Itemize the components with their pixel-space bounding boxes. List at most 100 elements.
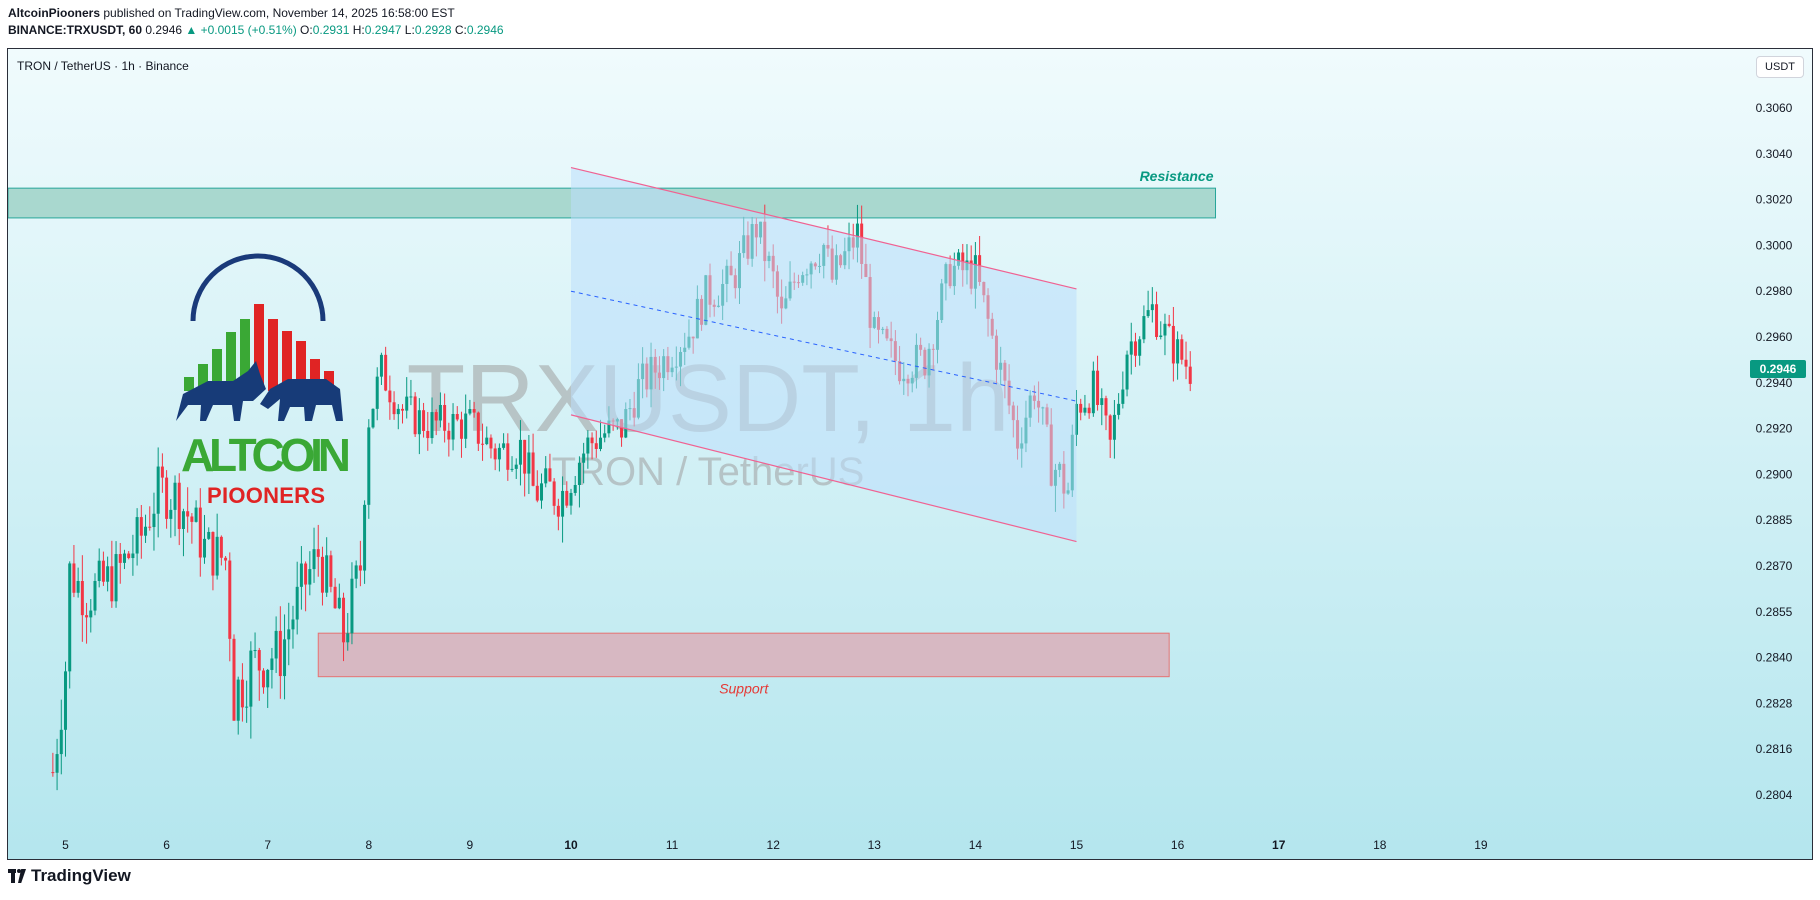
candle-body [85,615,89,618]
candle-body [401,408,404,411]
candle-body [426,430,430,439]
candle-body [468,409,472,414]
y-tick-label: 0.2960 [1756,330,1793,344]
candle-body [114,554,118,602]
candle-body [586,437,590,454]
x-tick-label: 14 [969,838,983,852]
candle-body [173,482,177,510]
candle-body [544,468,548,484]
candle-body [72,563,76,593]
tradingview-footer[interactable]: TradingView [8,866,131,886]
y-tick-label: 0.2980 [1756,284,1793,298]
candle-body [573,484,577,493]
candle-body [337,597,341,609]
candle-body [1096,370,1100,405]
candle-body [1108,415,1112,440]
candle-body [590,437,594,444]
candle-body [855,223,859,248]
candle-body [367,427,371,505]
candle-body [409,396,413,398]
candle-body [59,729,63,755]
channel-upper-line[interactable] [570,166,1077,290]
candle-body [160,466,164,478]
candle-body [350,578,354,634]
author-name[interactable]: AltcoinPiooners [8,6,101,20]
descending-channel-fill[interactable] [571,167,1077,542]
candle-body [540,483,544,501]
logo-bar [282,331,292,391]
candle-body [312,549,316,570]
x-tick-label: 10 [564,838,578,852]
candle-body [207,531,211,539]
candle-body [1079,403,1083,413]
support-zone[interactable] [317,632,1170,678]
close-value: 0.2946 [466,23,504,37]
candle-body [278,630,282,677]
candle-body [236,679,240,721]
candle-body [152,513,156,528]
candle-body [1117,403,1121,415]
publish-line: AltcoinPiooners published on TradingView… [8,5,504,22]
candle-body [211,531,215,576]
candle-body [502,443,506,448]
candle-body [1125,354,1129,390]
candle-body [139,517,143,536]
candle-body [295,586,299,620]
candle-body [561,490,565,517]
candle-body [1129,341,1133,355]
candle-body [518,439,522,465]
y-tick-label: 0.3060 [1756,101,1793,115]
candle-body [1138,339,1142,356]
candle-body [329,555,333,587]
candle-body [1142,316,1146,340]
open-value: 0.2931 [312,23,350,37]
channel-mid-line[interactable] [570,290,1077,402]
logo-bar [198,364,208,391]
candle-body [417,410,421,435]
candle-body [489,437,493,449]
candle-body [299,563,303,587]
candle-body [577,462,581,485]
y-tick-label: 0.3000 [1756,238,1793,252]
low-label: L: [404,23,415,37]
candle-body [455,413,459,420]
tradingview-logo-icon [8,869,26,883]
channel-lower-line[interactable] [570,414,1077,543]
close-label: C: [454,23,467,37]
y-tick-label: 0.2885 [1756,513,1793,527]
x-tick-label: 7 [264,838,271,852]
x-tick-label: 5 [62,838,69,852]
candle-body [527,452,531,474]
logo-bear [260,379,343,421]
candle-body [506,443,510,470]
candle-body [371,408,375,428]
candle-body [1112,414,1116,440]
candle-body [304,563,308,585]
candle-body [1150,304,1154,311]
candle-body [93,580,97,611]
candle-body [464,413,468,439]
y-tick-label: 0.2940 [1756,376,1793,390]
y-tick-label: 0.2920 [1756,422,1793,436]
support-label: Support [719,681,769,697]
candle-body [224,557,228,561]
candle-body [240,679,244,708]
candle-body [261,670,265,688]
candle-body [169,509,173,519]
candle-body [481,443,485,445]
logo-bar [226,332,236,391]
high-label: H: [352,23,365,37]
currency-button[interactable]: USDT [1756,56,1804,78]
candle-body [392,402,396,415]
candle-body [346,633,350,643]
candle-body [135,517,139,554]
candle-body [308,569,312,585]
candle-body [156,466,160,514]
x-tick-label: 6 [163,838,170,852]
candle-body [55,754,59,773]
x-tick-label: 15 [1070,838,1084,852]
candle-body [198,507,202,558]
